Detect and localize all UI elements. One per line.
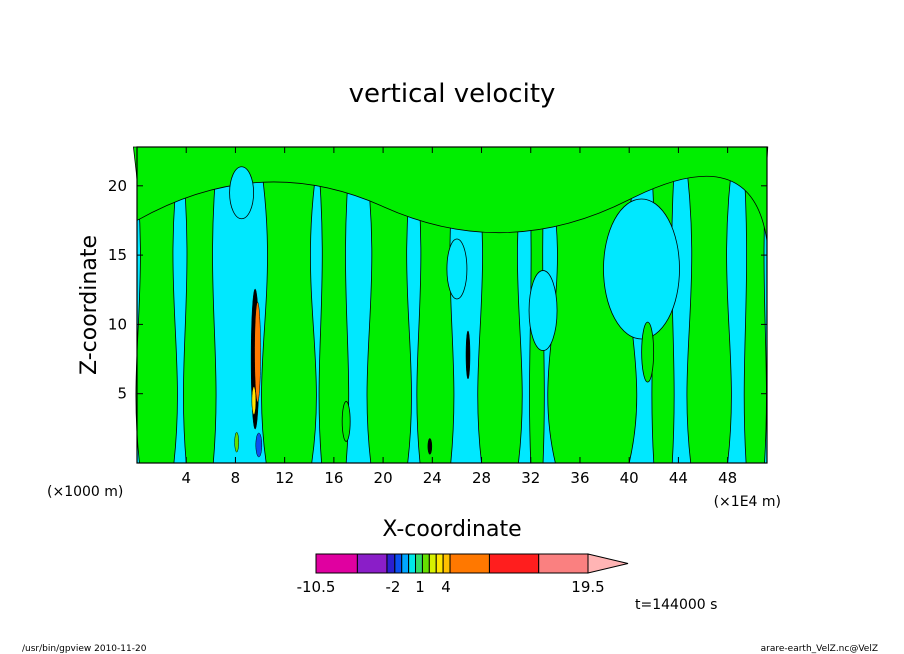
velocity-core	[234, 431, 239, 453]
positive-pocket	[341, 401, 351, 442]
colorbar-segment	[315, 553, 358, 574]
negative-pocket	[603, 198, 680, 340]
x-tick-label: 40	[620, 469, 639, 487]
positive-band	[136, 146, 768, 242]
colorbar-segment	[442, 553, 451, 574]
x-tick-label: 44	[669, 469, 688, 487]
colorbar	[315, 553, 629, 574]
colorbar-segment	[356, 553, 388, 574]
velocity-field	[132, 146, 769, 464]
x-tick-label: 20	[374, 469, 393, 487]
colorbar-segment	[538, 553, 589, 574]
colorbar-segment	[394, 553, 403, 574]
y-tick-label: 10	[108, 315, 127, 333]
x-tick-label: 48	[718, 469, 737, 487]
x-tick-label: 36	[570, 469, 589, 487]
y-tick-label: 5	[117, 385, 127, 403]
negative-pocket	[229, 166, 254, 220]
colorbar-tick-label: 4	[441, 578, 451, 596]
colorbar-segment	[408, 553, 417, 574]
velocity-core	[465, 330, 471, 380]
colorbar-segment	[449, 553, 490, 574]
velocity-core	[427, 438, 433, 455]
x-tick-label: 32	[521, 469, 540, 487]
colorbar-segment	[415, 553, 423, 574]
x-unit-left: (×1000 m)	[47, 484, 123, 500]
chart-title: vertical velocity	[349, 79, 556, 109]
time-label: t=144000 s	[635, 597, 717, 613]
positive-band	[257, 146, 321, 464]
velocity-core	[255, 432, 263, 458]
velocity-core	[254, 301, 261, 403]
x-tick-label: 16	[324, 469, 343, 487]
colorbar-tick-label: 1	[415, 578, 425, 596]
colorbar-tick-labels: -10.5 -2 1 4 19.5	[297, 578, 605, 596]
positive-band	[742, 146, 769, 464]
y-tick-label: 15	[108, 246, 127, 264]
colorbar-extend-arrow	[587, 553, 629, 574]
colorbar-segment	[435, 553, 444, 574]
y-axis-ticks: 5 10 15 20	[108, 177, 767, 403]
colorbar-segment	[488, 553, 540, 574]
y-tick-label: 20	[108, 177, 127, 195]
colorbar-tick-label: -10.5	[297, 578, 336, 596]
x-tick-label: 24	[423, 469, 442, 487]
colorbar-tick-label: -2	[386, 578, 401, 596]
positive-band	[683, 146, 735, 464]
positive-pocket	[641, 321, 655, 383]
negative-pocket	[528, 270, 558, 351]
colorbar-segment	[386, 553, 396, 574]
plot-area	[132, 146, 769, 464]
x-unit-right: (×1E4 m)	[714, 494, 781, 510]
plot-frame	[136, 146, 768, 464]
colorbar-segment	[401, 553, 410, 574]
y-axis-label: Z-coordinate	[77, 235, 102, 375]
x-tick-label: 28	[472, 469, 491, 487]
negative-pocket	[446, 238, 468, 300]
velocity-core	[251, 386, 257, 415]
footer-left: /usr/bin/gpview 2010-11-20	[22, 644, 147, 654]
colorbar-segment	[428, 553, 437, 574]
x-tick-label: 8	[231, 469, 241, 487]
x-tick-label: 12	[275, 469, 294, 487]
velocity-cores	[234, 288, 471, 458]
colorbar-segment	[421, 553, 430, 574]
colorbar-tick-label: 19.5	[571, 578, 604, 596]
footer-right: arare-earth_VelZ.nc@VelZ	[761, 644, 878, 654]
x-tick-label: 4	[181, 469, 191, 487]
x-axis-ticks: 4 8 12 16 20 24 28 32 36 40 44 48	[181, 147, 737, 487]
x-axis-label: X-coordinate	[382, 517, 521, 542]
